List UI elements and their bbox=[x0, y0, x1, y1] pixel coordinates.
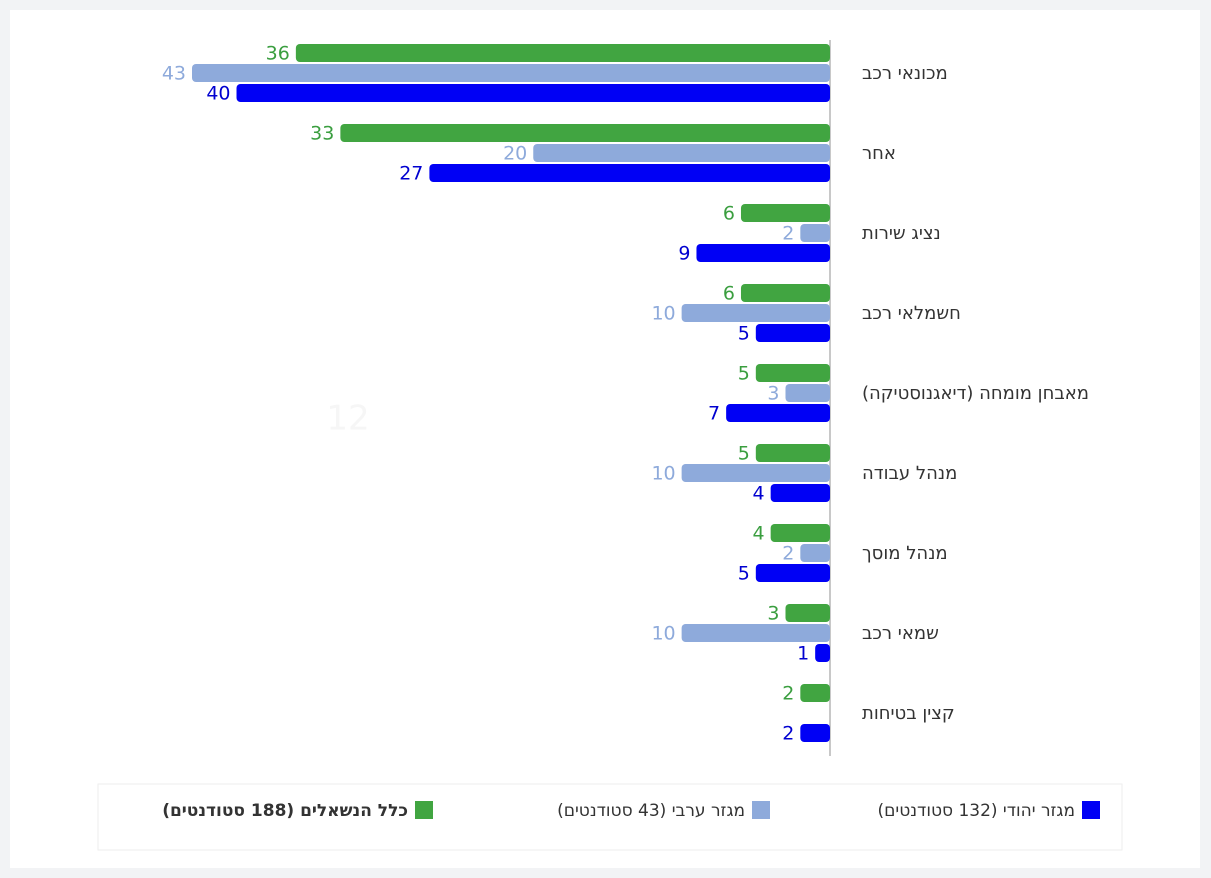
value-label: 2 bbox=[782, 223, 794, 245]
category-label: חשמלאי רכב bbox=[862, 303, 961, 324]
bar bbox=[755, 324, 830, 342]
value-label: 2 bbox=[782, 683, 794, 705]
bar bbox=[681, 464, 830, 482]
value-label: 43 bbox=[162, 63, 186, 85]
bar bbox=[785, 604, 830, 622]
bar bbox=[726, 404, 830, 422]
legend-label: כלל הנשאלים (188 סטודנטים) bbox=[162, 801, 408, 821]
value-label: 6 bbox=[723, 203, 735, 225]
bar bbox=[681, 304, 830, 322]
bar bbox=[800, 684, 830, 702]
legend-swatch bbox=[1082, 801, 1100, 819]
value-label: 7 bbox=[708, 403, 720, 425]
category-label: שמאי רכב bbox=[862, 623, 939, 644]
value-label: 2 bbox=[782, 543, 794, 565]
value-label: 9 bbox=[678, 243, 690, 265]
bar bbox=[770, 524, 830, 542]
category-label: נציג שירות bbox=[862, 223, 941, 244]
legend-swatch bbox=[415, 801, 433, 819]
bar bbox=[755, 364, 830, 382]
bar bbox=[815, 644, 830, 662]
bar bbox=[533, 144, 830, 162]
value-label: 1 bbox=[797, 643, 809, 665]
category-label: מנהל מוסך bbox=[862, 543, 948, 564]
bar bbox=[800, 724, 830, 742]
value-label: 2 bbox=[782, 723, 794, 745]
category-label: מכונאי רכב bbox=[862, 63, 948, 84]
bar bbox=[295, 44, 830, 62]
value-label: 10 bbox=[651, 623, 675, 645]
category-label: אחר bbox=[862, 143, 896, 164]
bar bbox=[681, 624, 830, 642]
value-label: 5 bbox=[738, 443, 750, 465]
value-label: 10 bbox=[651, 463, 675, 485]
value-label: 3 bbox=[767, 383, 779, 405]
annotation: 12 bbox=[326, 399, 369, 439]
bar bbox=[740, 284, 830, 302]
category-label: מאבחן מומחה (דיאגנוסטיקה) bbox=[862, 383, 1089, 404]
value-label: 5 bbox=[738, 563, 750, 585]
bar bbox=[192, 64, 830, 82]
value-label: 33 bbox=[310, 123, 334, 145]
bar bbox=[340, 124, 830, 142]
value-label: 5 bbox=[738, 363, 750, 385]
legend-swatch bbox=[752, 801, 770, 819]
value-label: 5 bbox=[738, 323, 750, 345]
legend-box bbox=[97, 783, 1123, 851]
category-label: קצין בטיחות bbox=[862, 703, 955, 724]
value-label: 20 bbox=[503, 143, 527, 165]
bar bbox=[755, 564, 830, 582]
value-label: 10 bbox=[651, 303, 675, 325]
value-label: 4 bbox=[753, 483, 765, 505]
value-label: 40 bbox=[206, 83, 230, 105]
value-label: 4 bbox=[753, 523, 765, 545]
category-label: מנהל עבודה bbox=[862, 463, 957, 484]
bar bbox=[755, 444, 830, 462]
legend-label: מגזר יהודי (132 סטודנטים) bbox=[878, 801, 1075, 821]
value-label: 27 bbox=[399, 163, 423, 185]
bar bbox=[696, 244, 830, 262]
bar bbox=[770, 484, 830, 502]
bar bbox=[429, 164, 830, 182]
bar bbox=[236, 84, 831, 102]
bar bbox=[785, 384, 830, 402]
value-label: 3 bbox=[767, 603, 779, 625]
value-label: 36 bbox=[266, 43, 290, 65]
bar bbox=[800, 224, 830, 242]
bar bbox=[800, 544, 830, 562]
bar bbox=[740, 204, 830, 222]
legend-label: מגזר ערבי (43 סטודנטים) bbox=[557, 801, 745, 821]
value-label: 6 bbox=[723, 283, 735, 305]
